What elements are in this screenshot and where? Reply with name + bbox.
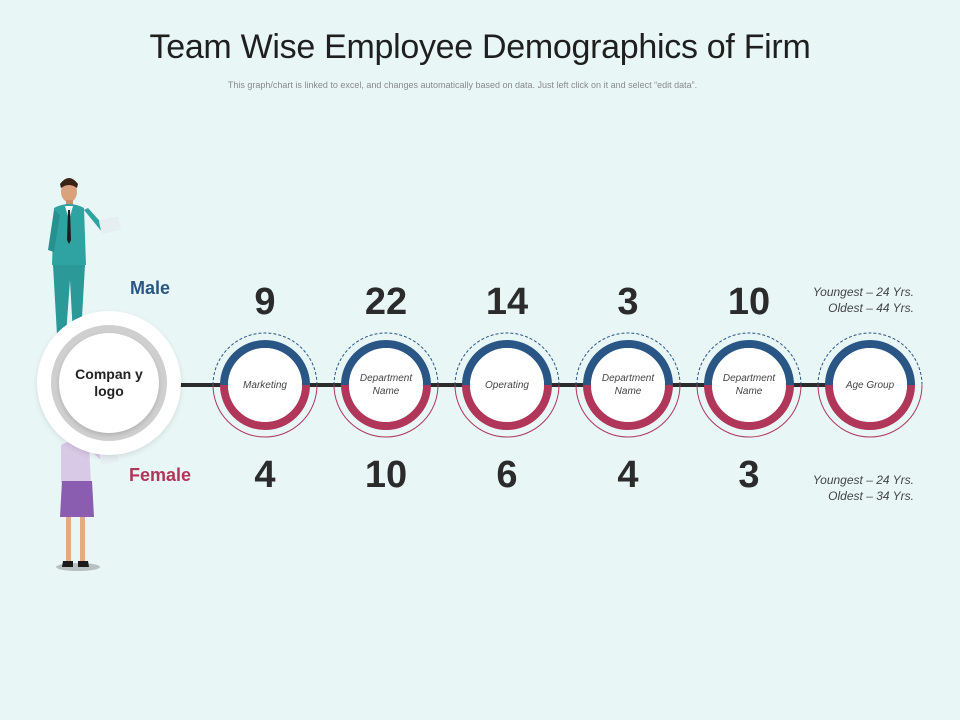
company-logo: Compan y logo	[59, 333, 159, 433]
page-title: Team Wise Employee Demographics of Firm	[149, 28, 811, 66]
male-age-note: Youngest – 24 Yrs. Oldest – 44 Yrs.	[770, 284, 914, 316]
department-node: Marketing	[211, 331, 319, 439]
node-label: Operating	[485, 379, 529, 391]
male-count: 22	[364, 281, 408, 323]
department-node: Age Group	[816, 331, 924, 439]
female-oldest-age: Oldest – 34 Yrs.	[828, 489, 914, 503]
male-count: 14	[485, 281, 529, 323]
node-label: Age Group	[845, 379, 895, 391]
node-rings	[817, 332, 923, 438]
department-node: Department Name	[332, 331, 440, 439]
node-label: Department Name	[722, 373, 776, 397]
male-count: 3	[617, 281, 639, 323]
node-label: Department Name	[601, 373, 655, 397]
female-label: Female	[129, 465, 192, 485]
department-node: Department Name	[574, 331, 682, 439]
node-rings	[696, 332, 802, 438]
node-rings	[454, 332, 560, 438]
female-count: 4	[254, 454, 276, 496]
male-youngest-age: Youngest – 24 Yrs.	[812, 285, 914, 299]
female-youngest-age: Youngest – 24 Yrs.	[812, 473, 914, 487]
male-label: Male	[130, 278, 171, 298]
node-rings	[333, 332, 439, 438]
page-subtitle: This graph/chart is linked to excel, and…	[227, 80, 698, 90]
female-age-note: Youngest – 24 Yrs. Oldest – 34 Yrs.	[770, 472, 914, 504]
female-count: 3	[738, 454, 760, 496]
node-rings	[575, 332, 681, 438]
male-count: 10	[727, 281, 771, 323]
node-label: Marketing	[243, 379, 287, 391]
female-count: 4	[617, 454, 639, 496]
node-label: Department Name	[359, 373, 413, 397]
male-oldest-age: Oldest – 44 Yrs.	[828, 301, 914, 315]
male-count: 9	[254, 281, 276, 323]
department-node: Operating	[453, 331, 561, 439]
department-node: Department Name	[695, 331, 803, 439]
node-rings	[212, 332, 318, 438]
female-count: 6	[496, 454, 518, 496]
female-count: 10	[364, 454, 408, 496]
